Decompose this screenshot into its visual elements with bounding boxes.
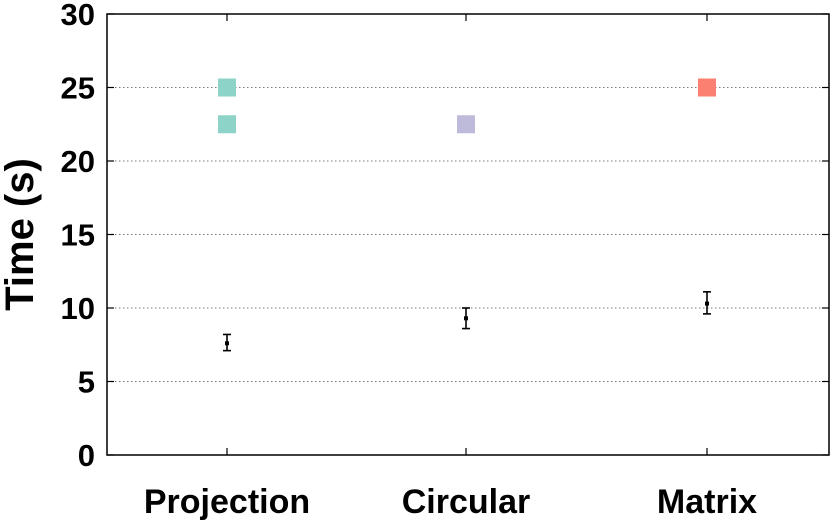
data-point (218, 115, 236, 134)
y-tick-label: 30 (61, 0, 95, 32)
y-tick-label: 25 (61, 71, 95, 106)
mean-point (464, 316, 468, 321)
data-point (457, 115, 475, 134)
error-bar (703, 291, 711, 315)
point-layer (218, 78, 716, 134)
data-point (218, 78, 236, 97)
y-ticks: 0 5 10 15 20 25 30 (61, 0, 829, 473)
x-category-label: Circular (402, 483, 531, 521)
x-ticks: Projection Circular Matrix (144, 14, 757, 521)
y-tick-label: 5 (78, 365, 95, 400)
error-bar (462, 307, 470, 330)
mean-point (225, 341, 229, 346)
data-point (698, 78, 716, 97)
y-tick-label: 0 (78, 438, 95, 473)
x-category-label: Matrix (657, 483, 757, 521)
y-tick-label: 15 (61, 218, 95, 253)
error-bar (223, 333, 231, 352)
mean-point (705, 301, 709, 306)
x-category-label: Projection (144, 483, 310, 521)
y-axis-label: Time (s) (0, 158, 42, 311)
y-tick-label: 10 (61, 291, 95, 326)
error-layer (223, 291, 711, 352)
y-tick-label: 20 (61, 144, 95, 179)
